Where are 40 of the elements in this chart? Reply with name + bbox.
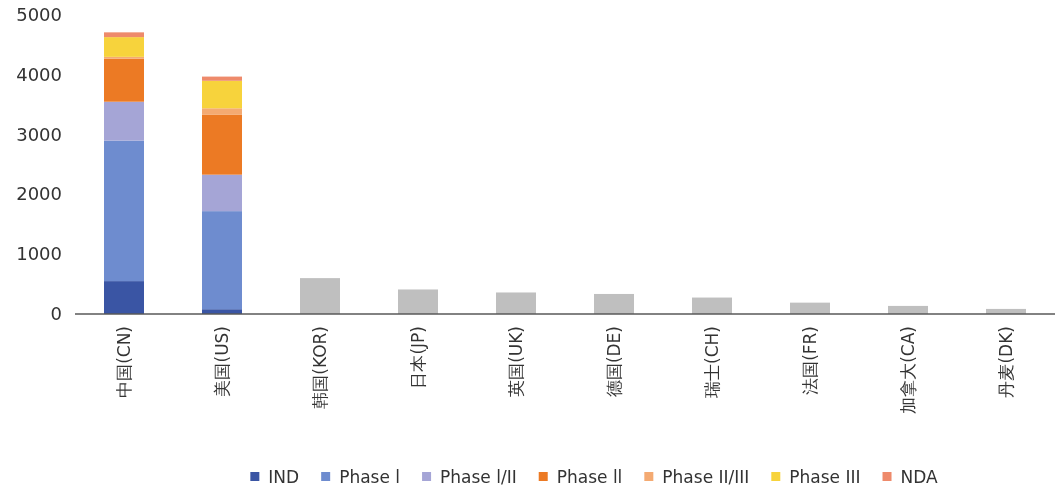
x-tick-label: 英国(UK): [506, 326, 526, 397]
bar: [692, 297, 732, 314]
bar: [202, 211, 242, 310]
x-tick-label: 中国(CN): [114, 326, 134, 398]
bar: [202, 114, 242, 175]
bar: [202, 174, 242, 212]
legend-label: Phase l: [339, 467, 401, 487]
x-tick-label: 瑞士(CH): [702, 326, 722, 398]
x-tick-label: 美国(US): [212, 326, 232, 397]
y-tick-label: 0: [50, 303, 62, 324]
legend-label: Phase l/II: [440, 467, 517, 487]
bar: [104, 37, 144, 57]
bar: [202, 80, 242, 109]
legend-label: Phase III: [789, 467, 861, 487]
legend-label: IND: [268, 467, 300, 487]
bar: [202, 108, 242, 115]
y-tick-label: 1000: [16, 243, 62, 265]
bar: [300, 278, 340, 314]
x-tick-label: 德国(DE): [604, 326, 624, 398]
x-tick-label: 韩国(KOR): [310, 326, 330, 409]
bar: [104, 140, 144, 282]
x-tick-label: 丹麦(DK): [996, 326, 1016, 398]
y-tick-label: 5000: [16, 4, 62, 25]
x-tick-label: 加拿大(CA): [898, 326, 918, 414]
legend-label: Phase ll: [556, 467, 623, 487]
bar: [104, 101, 144, 141]
bar: [496, 292, 536, 314]
legend-label: Phase II/III: [662, 467, 750, 487]
y-tick-label: 2000: [16, 183, 62, 205]
bar: [104, 281, 144, 314]
bar: [594, 293, 634, 314]
x-tick-label: 法国(FR): [800, 326, 820, 395]
x-tick-label: 日本(JP): [408, 326, 428, 389]
bar: [104, 32, 144, 38]
y-tick-label: 3000: [16, 123, 62, 145]
y-tick-label: 4000: [16, 63, 62, 85]
bar: [202, 76, 242, 81]
legend-label: NDA: [900, 467, 939, 487]
bar: [398, 289, 438, 314]
bar: [104, 58, 144, 102]
